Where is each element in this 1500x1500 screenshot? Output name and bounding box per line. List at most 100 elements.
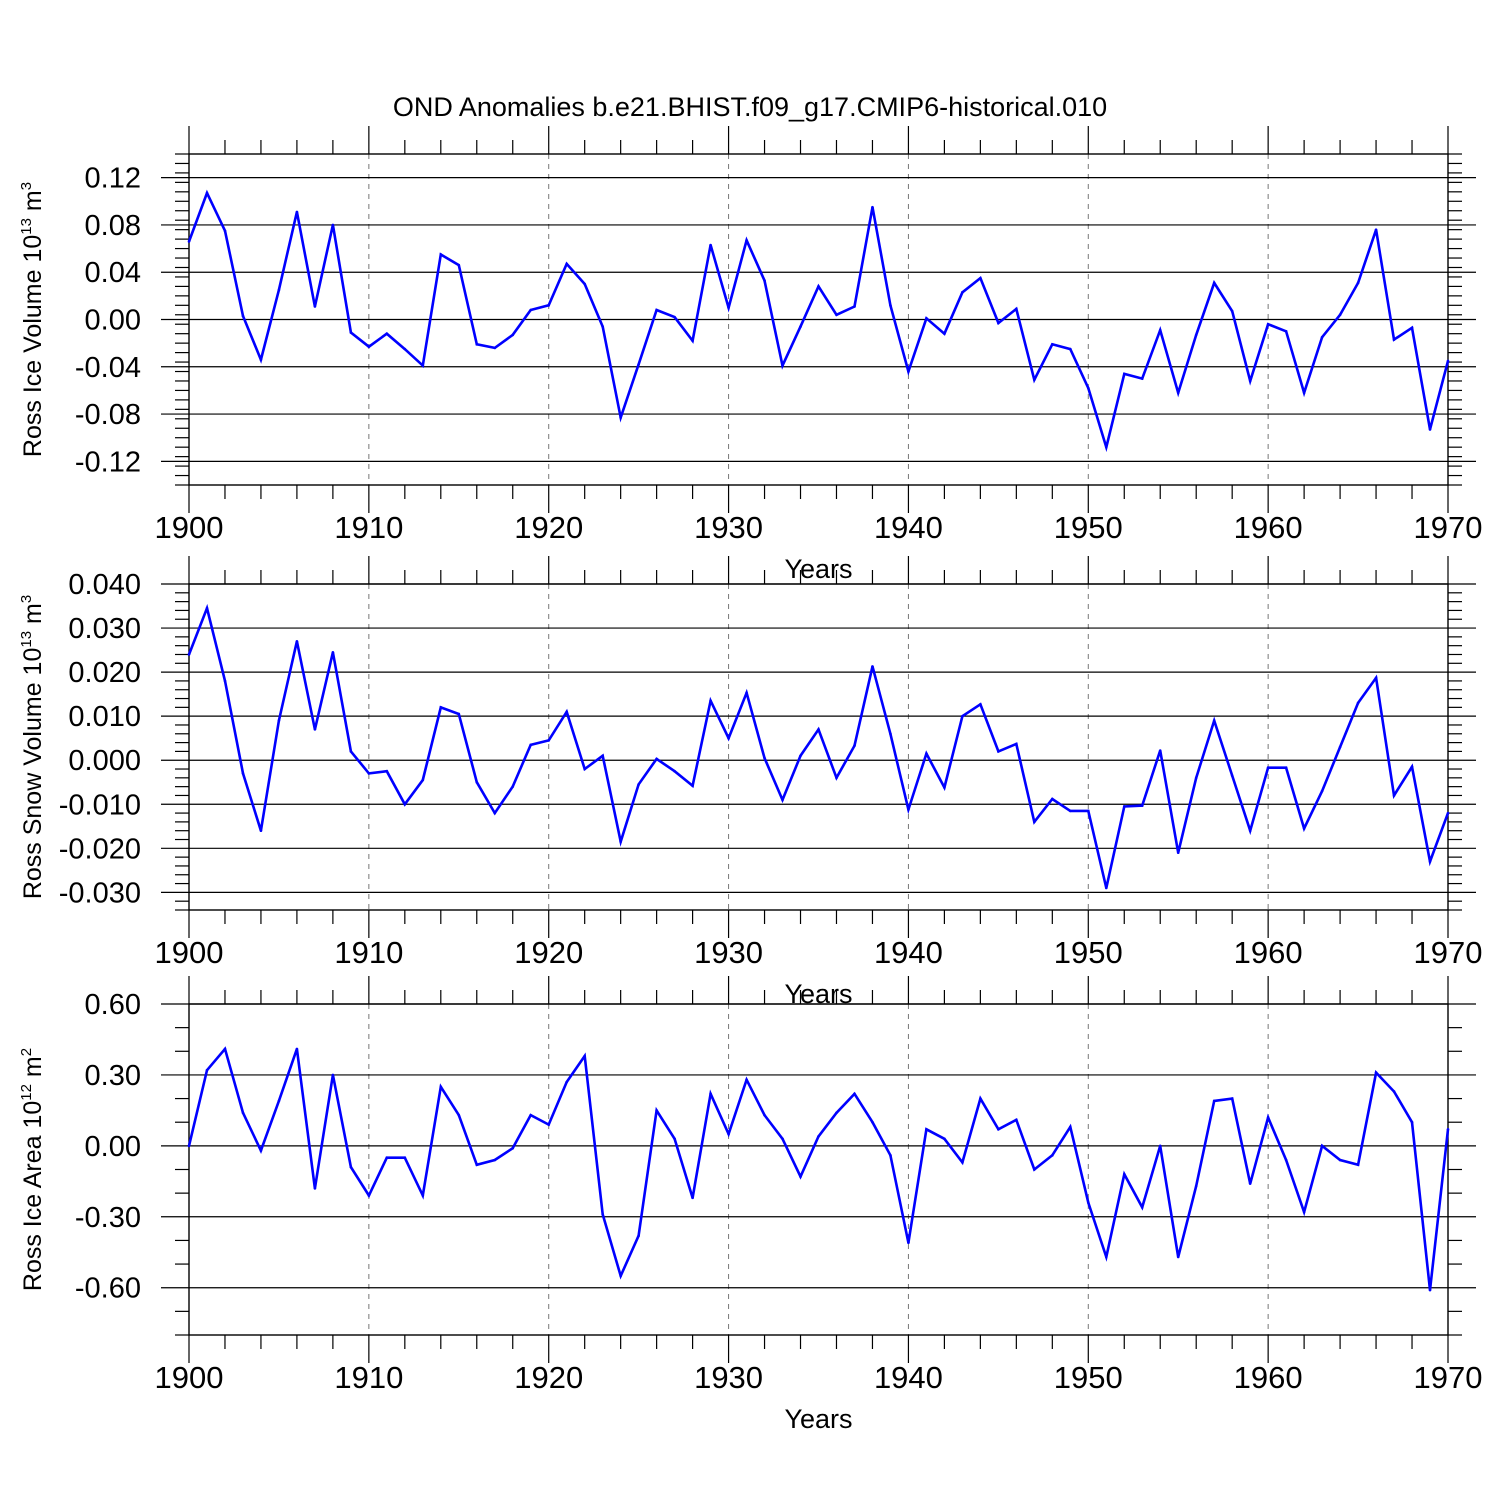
data-point [1176,391,1180,395]
data-point [871,1120,874,1124]
data-point [1122,805,1126,808]
plot-frame [188,1003,1449,1336]
data-point [565,710,568,714]
data-point [1104,886,1108,890]
data-point [583,282,586,286]
data-point [1284,330,1288,333]
data-point [871,205,874,209]
data-point [925,1128,928,1131]
data-point [979,276,982,280]
data-point [385,769,389,773]
data-point [1033,820,1036,824]
data-point [709,699,712,703]
data-point [835,313,838,317]
data-point [349,1165,353,1169]
data-point [1356,1163,1360,1167]
data-point [1069,809,1072,813]
data-point [511,785,515,788]
y-tick-label: 0.030 [68,613,141,645]
data-point [1051,343,1054,346]
data-point [691,784,694,788]
data-point [1248,829,1252,833]
data-point [1051,1154,1054,1157]
data-point [1176,1255,1180,1259]
data-point [655,308,658,312]
data-point [655,757,658,761]
data-point [997,1128,1000,1131]
data-point [1248,379,1252,383]
data-point [763,279,766,282]
x-tick-label: 1960 [1234,935,1303,970]
data-point [1302,391,1306,395]
x-tick-label: 1960 [1234,510,1303,545]
data-point [1230,774,1234,777]
y-tick-label: 0.12 [85,163,141,195]
data-point [673,315,676,319]
panel-3: -0.60 -0.30 0.00 0.30 0.60 1900 1910 1920 1930 19… [18,976,1482,1434]
data-point [979,702,982,706]
data-point [1266,322,1270,326]
y-tick-label: 0.000 [68,745,141,777]
data-point [853,744,856,747]
data-point [1158,749,1162,752]
data-point [1356,701,1360,705]
data-point [475,343,479,346]
data-point [1266,766,1270,770]
data-point [1320,335,1324,339]
y-tick-label: -0.010 [59,789,141,821]
data-point [871,665,874,668]
x-tick-label: 1950 [1054,935,1123,970]
data-point [1086,1201,1090,1204]
data-point [1392,794,1396,797]
plot-frame [188,583,1449,911]
data-point [727,306,730,309]
data-point [1392,338,1396,341]
data-point [835,776,838,780]
data-point [1212,719,1216,722]
data-point [1374,676,1378,680]
data-point [673,1137,676,1141]
data-point [547,1123,551,1126]
x-axis-label: Years [784,554,852,584]
data-point [1428,1288,1432,1292]
data-point [331,223,335,227]
data-point [583,1054,586,1058]
data-point [421,778,425,782]
data-point [1015,742,1018,746]
y-tick-label: -0.04 [75,352,141,384]
data-point [313,305,317,308]
x-tick-label: 1930 [694,510,763,545]
data-point [259,1149,263,1152]
x-tick-label: 1950 [1054,510,1123,545]
data-point [1015,307,1018,311]
x-axis-label: Years [784,1404,852,1434]
data-point [1446,1128,1450,1131]
data-point [1410,765,1414,769]
data-point [1069,347,1072,351]
data-point [1015,1118,1018,1122]
x-tick-label: 1960 [1234,1360,1303,1395]
data-point [637,783,640,786]
data-point [997,750,1000,753]
data-point [511,1146,515,1150]
data-point [1140,377,1144,380]
data-point [709,1092,712,1096]
data-point [349,750,353,753]
data-point [241,314,245,318]
x-tick-label: 1910 [334,1360,403,1395]
data-point [763,756,766,760]
data-point [1320,789,1324,793]
data-point [1122,1172,1126,1176]
data-point [1140,1206,1144,1209]
data-point [277,1099,281,1103]
data-point [997,321,1000,325]
data-point [205,191,209,195]
data-point [565,262,568,266]
data-point [961,714,964,718]
data-point [205,606,209,610]
data-point [583,767,586,771]
data-point [277,719,281,722]
y-tick-label: 0.60 [85,989,141,1021]
data-point [547,304,551,307]
